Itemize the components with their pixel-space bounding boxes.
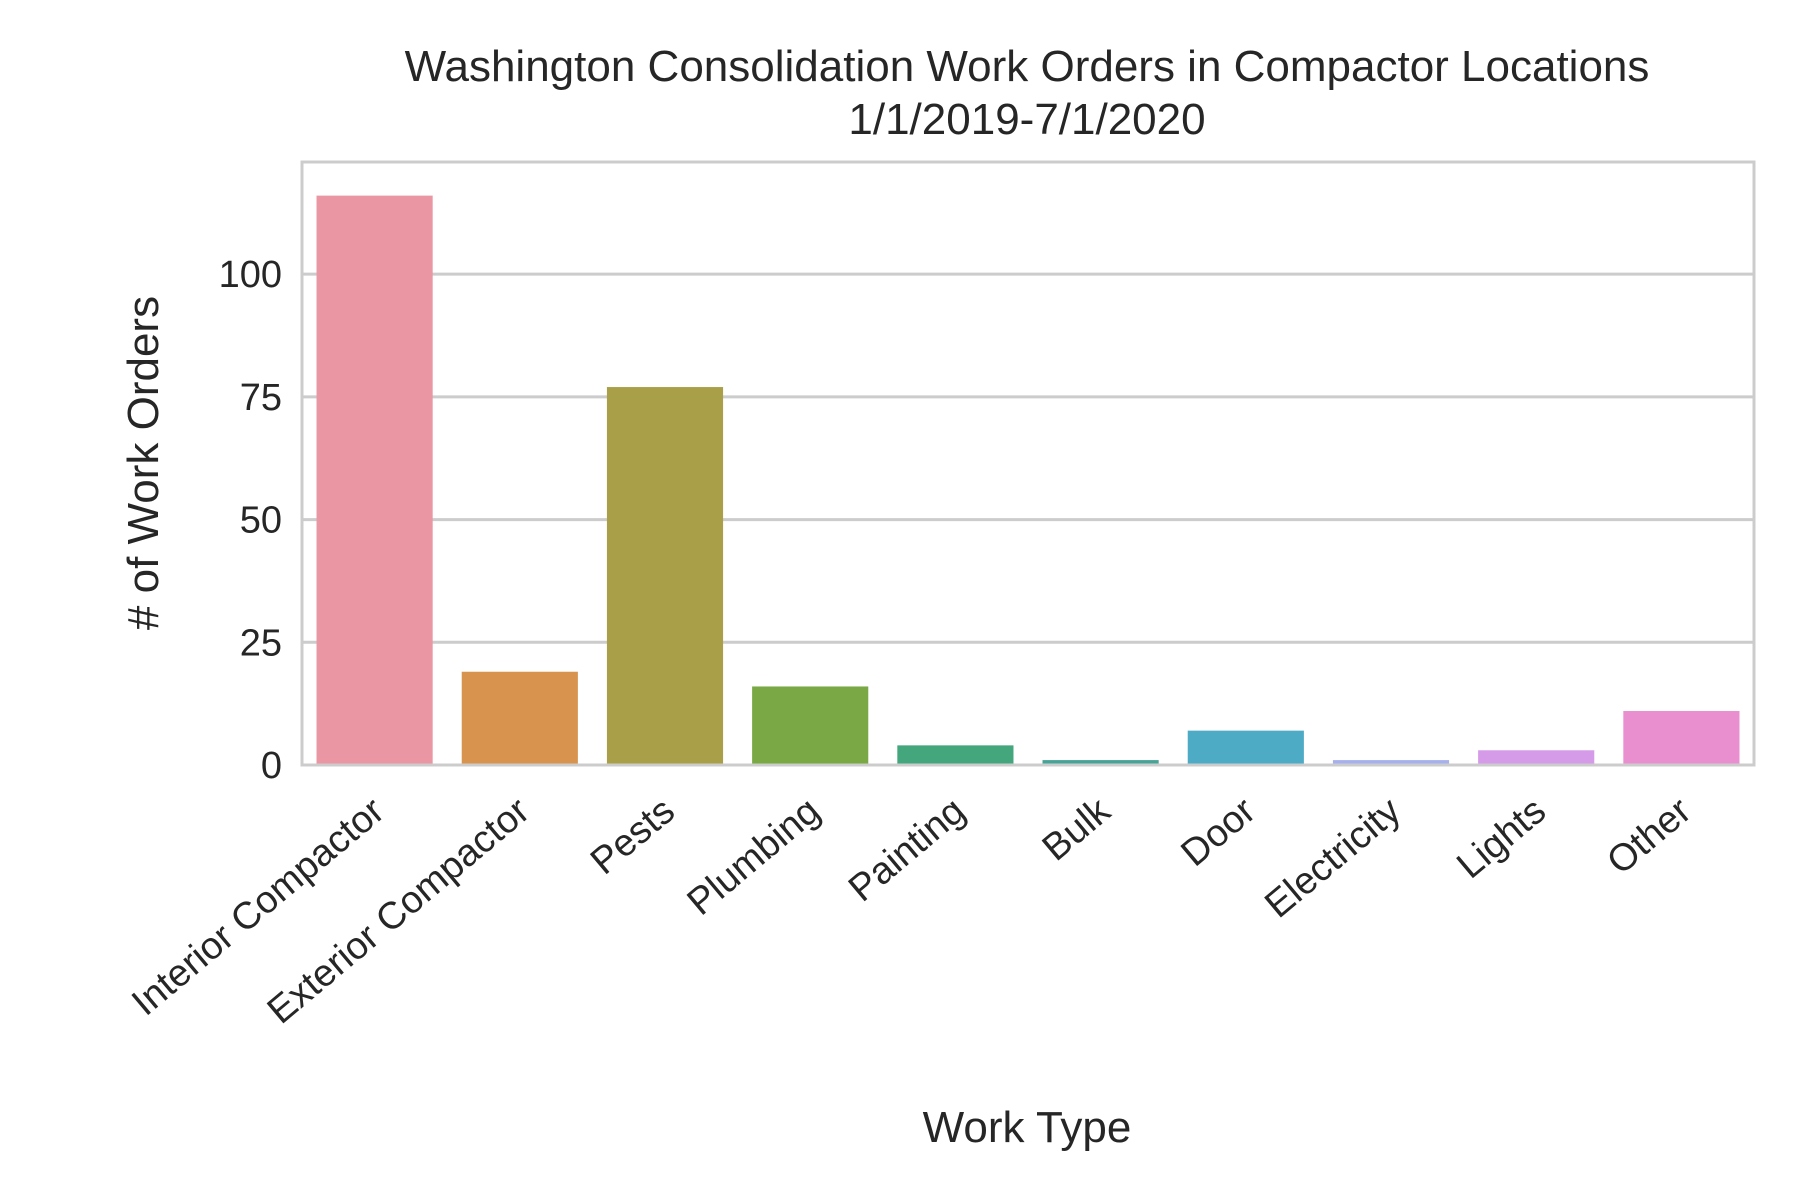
bar-interior-compactor <box>316 195 433 766</box>
chart-subtitle: 1/1/2019-7/1/2020 <box>848 95 1205 144</box>
bar-door <box>1187 730 1304 765</box>
bar-other <box>1623 711 1740 765</box>
y-tick-label: 50 <box>240 500 282 542</box>
y-tick-label: 25 <box>240 622 282 664</box>
bar-painting <box>897 745 1014 765</box>
y-tick-label: 75 <box>240 377 282 419</box>
bar-exterior-compactor <box>461 671 578 765</box>
chart-title: Washington Consolidation Work Orders in … <box>405 42 1650 91</box>
bars <box>316 195 1740 766</box>
y-axis-label: # of Work Orders <box>119 296 168 630</box>
plot-frame <box>300 160 1756 767</box>
bar-pests <box>606 387 724 765</box>
bar-bulk <box>1042 760 1159 765</box>
bar-electricity <box>1332 760 1450 765</box>
y-tick-label: 100 <box>219 254 282 296</box>
bar-plumbing <box>752 686 869 765</box>
y-tick-label: 0 <box>261 745 282 787</box>
bar-lights <box>1478 750 1595 765</box>
y-tick-labels: 0 25 50 75 100 <box>219 254 282 787</box>
x-axis-label: Work Type <box>923 1103 1132 1152</box>
